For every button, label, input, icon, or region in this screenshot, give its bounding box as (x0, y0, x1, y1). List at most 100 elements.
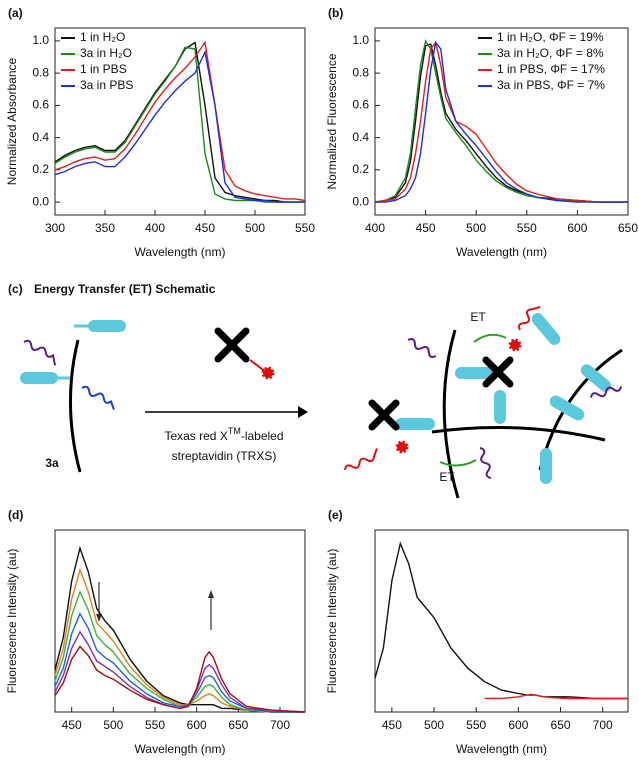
polymer-chain (442, 329, 460, 499)
side-chain (494, 390, 506, 424)
x-tick-label: 450 (416, 221, 436, 235)
compound-label: 3a (45, 456, 59, 470)
x-tick-label: 650 (551, 718, 571, 732)
x-tick-label: 550 (295, 221, 315, 235)
series-line (54, 40, 306, 202)
reagent-label: streptavidin (TRXS) (172, 449, 277, 463)
et-label: ET (470, 310, 486, 324)
streptavidin (214, 327, 250, 363)
schematic: (c) Energy Transfer (ET) Schematic 3a Te… (8, 282, 623, 499)
x-tick-label: 650 (228, 718, 248, 732)
x-tick-label: 400 (145, 221, 165, 235)
excitation-arrow (479, 447, 492, 480)
side-chain (395, 418, 435, 430)
y-tick-label: 0.0 (32, 194, 49, 208)
emission-arrow (344, 448, 378, 471)
side-chain (20, 372, 58, 384)
series-line (484, 693, 628, 700)
et-arrow (439, 459, 477, 467)
reagent-text: Texas red X (164, 429, 227, 443)
streptavidin (368, 356, 514, 431)
series-line (54, 645, 306, 713)
x-tick-label: 600 (187, 718, 207, 732)
schematic-title: Energy Transfer (ET) Schematic (34, 282, 216, 296)
y-tick-label: 0.4 (32, 130, 49, 144)
x-axis-label: Wavelength (nm) (456, 742, 547, 756)
x-axis-label: Wavelength (nm) (456, 245, 547, 259)
y-tick-label: 0.6 (352, 98, 369, 112)
polymer-chain (431, 426, 606, 442)
x-tick-label: 600 (508, 718, 528, 732)
series-line (375, 40, 628, 203)
excitation-arrow (589, 386, 623, 398)
legend-label: 3a in H₂O, ΦF = 8% (497, 46, 604, 60)
x-tick-label: 500 (103, 718, 123, 732)
panel-label: (d) (8, 508, 23, 522)
x-axis-label: Wavelength (nm) (135, 245, 226, 259)
x-tick-label: 650 (618, 221, 638, 235)
x-tick-label: 450 (62, 718, 82, 732)
x-tick-label: 600 (567, 221, 587, 235)
series-line (54, 49, 305, 203)
y-tick-label: 1.0 (352, 33, 369, 47)
y-axis-label: Normalized Fluorescence (325, 53, 339, 189)
y-tick-label: 1.0 (32, 33, 49, 47)
y-axis-label: Normalized Absorbance (5, 57, 19, 185)
x-tick-label: 500 (245, 221, 265, 235)
excitation-arrow (23, 339, 57, 366)
axes-frame (374, 529, 629, 713)
series-line (54, 590, 305, 713)
arrow-head (298, 406, 308, 418)
emission-arrow (81, 385, 115, 410)
x-tick-label: 450 (382, 718, 402, 732)
x-tick-label: 500 (466, 221, 486, 235)
legend-label: 3a in PBS, ΦF = 7% (497, 78, 605, 92)
axes-frame (54, 27, 306, 216)
x-tick-label: 700 (270, 718, 290, 732)
series-line (374, 541, 628, 700)
y-tick-label: 0.4 (352, 130, 369, 144)
x-tick-label: 550 (145, 718, 165, 732)
polymer-chain (69, 339, 82, 473)
side-chain (549, 395, 585, 421)
side-chain (580, 364, 612, 392)
x-tick-label: 700 (593, 718, 613, 732)
series-line (54, 567, 305, 713)
dye (508, 338, 522, 352)
legend-label: 1 in PBS (80, 62, 127, 76)
panel-label: (c) (8, 282, 23, 296)
axes-frame (374, 27, 629, 216)
reagent-label: Texas red XTM-labeled (164, 426, 283, 443)
legend-label: 3a in PBS (80, 78, 133, 92)
linker (249, 359, 267, 373)
reagent-superscript: TM (228, 426, 241, 436)
x-tick-label: 400 (365, 221, 385, 235)
y-tick-label: 0.6 (32, 98, 49, 112)
et-arrow (473, 333, 507, 343)
series-line (54, 46, 305, 203)
y-tick-label: 0.0 (352, 194, 369, 208)
y-axis-label: Fluorescence Intensity (au) (325, 549, 339, 694)
side-chain (88, 320, 126, 332)
legend-label: 1 in H₂O, ΦF = 19% (497, 30, 604, 44)
x-tick-label: 550 (466, 718, 486, 732)
x-tick-label: 500 (424, 718, 444, 732)
series-line (54, 612, 305, 713)
panel-label: (e) (328, 508, 343, 522)
reagent-text: -labeled (241, 429, 284, 443)
x-tick-label: 300 (45, 221, 65, 235)
x-tick-label: 350 (95, 221, 115, 235)
x-axis-label: Wavelength (nm) (135, 742, 226, 756)
excitation-arrow (407, 338, 437, 358)
y-axis-label: Fluorescence Intensity (au) (5, 549, 19, 694)
y-tick-label: 0.8 (352, 65, 369, 79)
x-tick-label: 550 (517, 221, 537, 235)
series-line (54, 630, 306, 713)
arrow-head (208, 590, 214, 598)
side-chain (455, 367, 495, 379)
x-tick-label: 450 (195, 221, 215, 235)
y-tick-label: 0.2 (32, 162, 49, 176)
panel-label: (a) (8, 6, 23, 20)
